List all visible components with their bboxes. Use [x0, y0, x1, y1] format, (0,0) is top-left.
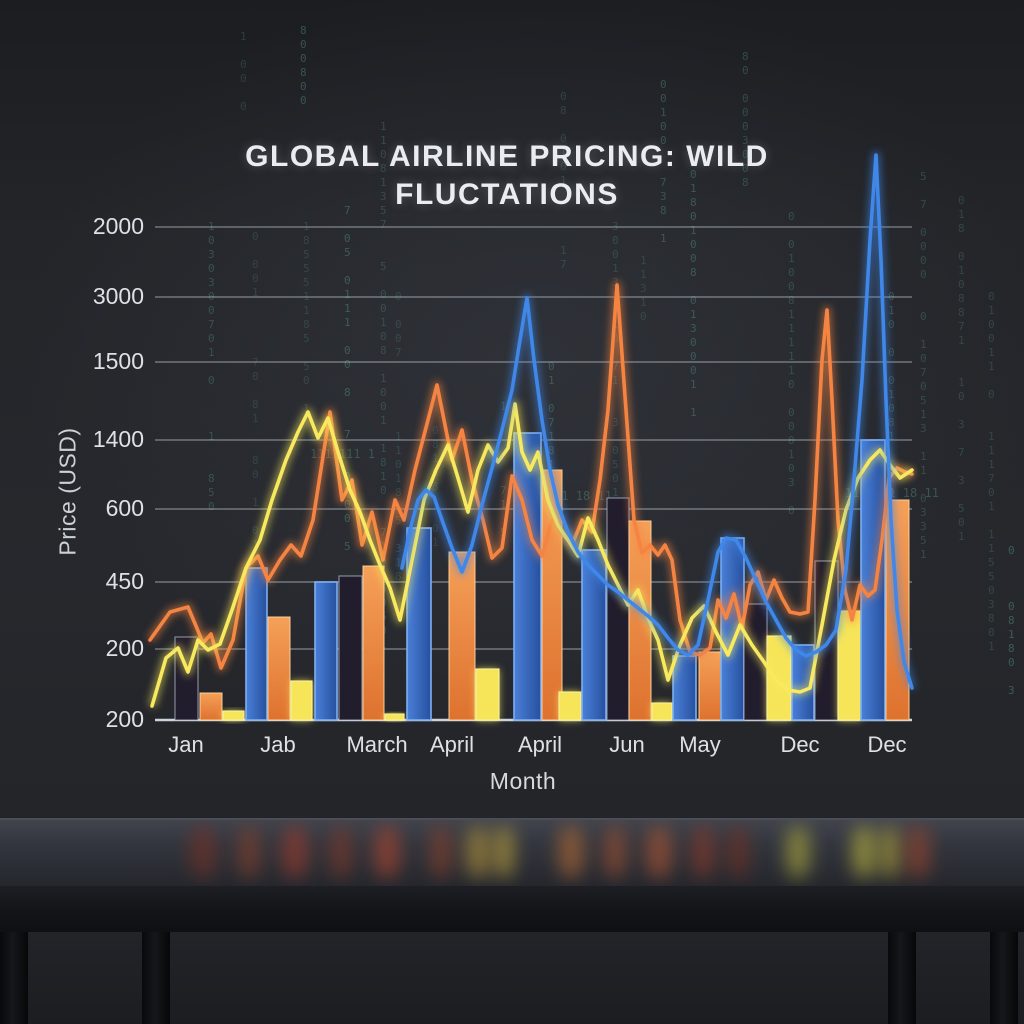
x-tick-label: Jun: [609, 732, 645, 757]
bar-yellow: [558, 691, 582, 721]
bar-reflection: [604, 826, 626, 878]
y-tick-label: 3000: [92, 283, 144, 309]
x-tick-label: Jan: [168, 732, 204, 757]
bar-reflection: [786, 826, 810, 878]
bar-reflection: [880, 826, 900, 878]
chart-title: GLOBAL AIRLINE PRICING: WILD FLUCTATIONS: [0, 138, 1014, 214]
chart-plot-area: 1030300701 0 1 850 0 001 70 81 80 1 01 185…: [146, 24, 1015, 722]
chart-title-line2: FLUCTATIONS: [395, 178, 619, 211]
bar-yellow: [475, 668, 500, 721]
bar-reflection: [728, 826, 748, 878]
x-tick-label: March: [346, 732, 408, 757]
bar-reflection: [646, 826, 672, 878]
x-tick-label: April: [429, 732, 474, 757]
bar-reflection: [466, 826, 490, 878]
table-leg: [888, 932, 916, 1024]
bar-blue: [245, 567, 268, 721]
floor: [0, 932, 1024, 1024]
bar-blue: [513, 432, 542, 721]
bar-blue: [581, 549, 607, 721]
bar-yellow: [290, 680, 313, 721]
bar-navy: [606, 497, 630, 721]
x-tick-label: May: [679, 732, 721, 757]
bar-reflection: [906, 826, 930, 878]
y-tick-label: 200: [105, 635, 144, 661]
bar-yellow: [837, 610, 862, 721]
x-tick-label: April: [517, 732, 562, 757]
bar-reflection: [374, 826, 400, 878]
bar-orange: [267, 616, 291, 721]
bar-reflection: [692, 826, 714, 878]
bar-reflection: [238, 826, 260, 878]
bar-orange: [199, 692, 223, 721]
matrix-rain-column: 0 001 70 81 80 1 01: [252, 230, 259, 551]
y-tick-label: 200: [105, 706, 144, 732]
yellow-line: [150, 402, 914, 708]
line-series: [146, 151, 916, 708]
bar-yellow: [651, 702, 673, 721]
bar-reflection: [190, 826, 216, 878]
bar-blue: [314, 581, 338, 721]
table-leg: [0, 932, 28, 1024]
bar-reflection: [430, 826, 452, 878]
x-axis-title: Month: [489, 768, 557, 794]
bar-orange: [698, 651, 722, 721]
bar-reflection: [330, 826, 352, 878]
table-leg: [142, 932, 170, 1024]
chart-title-line1: GLOBAL AIRLINE PRICING: WILD: [245, 140, 769, 173]
y-tick-label: 600: [105, 495, 144, 521]
orange-line: [148, 283, 914, 670]
bar-navy: [338, 575, 363, 721]
bar-reflection: [558, 826, 584, 878]
matrix-rain-column: 185551185 50 1: [303, 220, 310, 415]
x-tick-label: Jab: [260, 732, 296, 757]
y-tick-label: 1400: [92, 426, 144, 452]
y-tick-label: 1500: [92, 348, 144, 374]
x-tick-label: Dec: [867, 732, 907, 757]
matrix-rain-column: 1030300701 0 1 850: [208, 220, 215, 513]
blue-line: [400, 153, 914, 690]
bar-yellow: [384, 713, 405, 721]
x-tick-label: Dec: [780, 732, 820, 757]
y-tick-label: 2000: [92, 213, 144, 239]
bar-reflection: [282, 826, 308, 878]
presentation-screen: 1030300701 0 1 850 0 001 70 81 80 1 01 185…: [0, 0, 1024, 818]
bar-reflection: [852, 826, 876, 878]
table-leg: [990, 932, 1018, 1024]
table-top: [0, 818, 1024, 888]
bar-blue: [860, 439, 886, 721]
bar-orange: [448, 551, 476, 721]
bar-orange: [362, 565, 385, 721]
y-tick-label: 450: [105, 568, 144, 594]
bar-yellow: [222, 710, 245, 721]
table-front-edge: [0, 886, 1024, 932]
bar-reflection: [494, 826, 514, 878]
